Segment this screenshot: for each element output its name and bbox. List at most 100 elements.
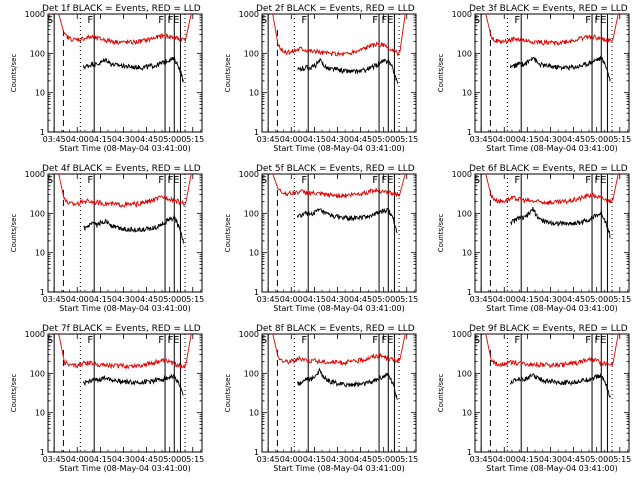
x-axis-label: Start Time (08-May-04 03:41:00) <box>59 144 190 153</box>
y-tick-label: 1000 <box>25 170 45 179</box>
x-tick-label: 05:00 <box>585 455 608 464</box>
x-tick-label: 04:30 <box>112 295 135 304</box>
events-series-line <box>509 55 611 83</box>
flag-label: E <box>173 335 179 346</box>
x-tick-label: 04:15 <box>516 455 539 464</box>
y-tick-label: 1 <box>467 448 472 457</box>
x-tick-label: 04:30 <box>326 295 349 304</box>
y-tick-label: 1 <box>40 448 45 457</box>
chart-title: Det 5f BLACK = Events, RED = LLD <box>256 164 415 174</box>
x-tick-label: 04:15 <box>516 135 539 144</box>
chart-panel-5: Det 5f BLACK = Events, RED = LLD 1 10 100 10… <box>224 164 418 313</box>
y-tick-label: 1000 <box>452 170 472 179</box>
x-tick-label: 04:00 <box>280 135 303 144</box>
x-tick-label: 05:00 <box>372 455 395 464</box>
x-tick-label: 05:15 <box>395 455 418 464</box>
x-tick-label: 05:15 <box>608 295 631 304</box>
x-tick-label: 05:00 <box>372 295 395 304</box>
plot-frame <box>47 333 203 453</box>
plot-frame <box>47 173 203 293</box>
y-tick-label: 1000 <box>25 10 45 19</box>
y-tick-label: 1 <box>467 128 472 137</box>
y-tick-label: 100 <box>30 209 45 218</box>
chart-title: Det 4f BLACK = Events, RED = LLD <box>42 164 201 174</box>
chart-title: Det 6f BLACK = Events, RED = LLD <box>469 164 628 174</box>
x-tick-label: 04:45 <box>562 135 585 144</box>
events-series-line <box>82 373 184 396</box>
flag-label: S <box>47 15 53 26</box>
lld-series-line <box>58 13 192 46</box>
events-series-line <box>509 372 611 398</box>
lld-series-line <box>272 333 406 367</box>
flag-label: F <box>158 335 164 346</box>
chart-title: Det 1f BLACK = Events, RED = LLD <box>42 4 201 14</box>
flag-label: F <box>514 175 520 186</box>
y-tick-label: 10 <box>249 249 259 258</box>
y-tick-label: 10 <box>462 249 472 258</box>
y-axis-label: Counts/sec <box>10 54 18 93</box>
events-series-line <box>297 367 398 400</box>
y-tick-label: 10 <box>35 249 45 258</box>
flag-label: F <box>595 175 601 186</box>
flag-label: E <box>600 15 606 26</box>
y-tick-label: 100 <box>244 369 259 378</box>
y-tick-label: 10 <box>35 409 45 418</box>
events-series-line <box>510 206 611 239</box>
x-axis-label: Start Time (08-May-04 03:41:00) <box>486 144 617 153</box>
plot-frame <box>261 173 417 293</box>
flag-label: F <box>382 15 388 26</box>
events-series-line <box>296 207 398 233</box>
x-tick-label: 03:45 <box>257 135 280 144</box>
y-axis-label: Counts/sec <box>437 214 445 253</box>
flag-label: F <box>372 335 378 346</box>
chart-panel-2: Det 2f BLACK = Events, RED = LLD 1 10 100 10… <box>224 4 418 153</box>
y-axis-label: Counts/sec <box>224 374 232 413</box>
y-tick-label: 1000 <box>239 330 259 339</box>
chart-title: Det 7f BLACK = Events, RED = LLD <box>42 324 201 334</box>
plot-frame <box>474 173 630 293</box>
x-tick-label: 04:30 <box>539 455 562 464</box>
flag-label: F <box>168 175 174 186</box>
x-tick-label: 04:00 <box>280 455 303 464</box>
flag-label: E <box>173 15 179 26</box>
x-tick-label: 03:45 <box>43 455 66 464</box>
lld-series-line <box>485 13 619 46</box>
lld-series-line <box>272 173 406 200</box>
x-axis-label: Start Time (08-May-04 03:41:00) <box>273 144 404 153</box>
y-tick-label: 100 <box>30 369 45 378</box>
flag-label: E <box>387 175 393 186</box>
y-axis-label: Counts/sec <box>10 214 18 253</box>
chart-panel-8: Det 8f BLACK = Events, RED = LLD 1 10 100 10… <box>224 324 418 473</box>
flag-label: S <box>47 175 53 186</box>
flag-label: F <box>301 15 307 26</box>
flag-label: F <box>585 175 591 186</box>
x-axis-label: Start Time (08-May-04 03:41:00) <box>486 304 617 313</box>
y-tick-label: 1000 <box>452 330 472 339</box>
flag-label: F <box>168 15 174 26</box>
flag-label: E <box>387 335 393 346</box>
lld-series-line <box>58 173 192 208</box>
y-axis-label: Counts/sec <box>224 54 232 93</box>
chart-panel-1: Det 1f BLACK = Events, RED = LLD 1 10 100 10… <box>10 4 204 153</box>
plot-frame <box>47 13 203 133</box>
y-tick-label: 1000 <box>239 10 259 19</box>
lld-series-line <box>272 13 406 57</box>
y-tick-label: 100 <box>244 49 259 58</box>
x-tick-label: 04:00 <box>493 295 516 304</box>
x-tick-label: 04:15 <box>303 135 326 144</box>
x-tick-label: 05:00 <box>585 295 608 304</box>
plot-frame <box>474 333 630 453</box>
x-tick-label: 05:00 <box>372 135 395 144</box>
flag-label: F <box>158 15 164 26</box>
chart-title: Det 2f BLACK = Events, RED = LLD <box>256 4 415 14</box>
lld-series-line <box>485 333 619 369</box>
x-tick-label: 04:30 <box>326 455 349 464</box>
x-tick-label: 04:45 <box>349 455 372 464</box>
flag-label: F <box>158 175 164 186</box>
flag-label: F <box>301 335 307 346</box>
flag-label: F <box>595 15 601 26</box>
y-axis-label: Counts/sec <box>437 374 445 413</box>
flag-label: E <box>600 335 606 346</box>
x-tick-label: 04:15 <box>516 295 539 304</box>
flag-label: E <box>173 175 179 186</box>
